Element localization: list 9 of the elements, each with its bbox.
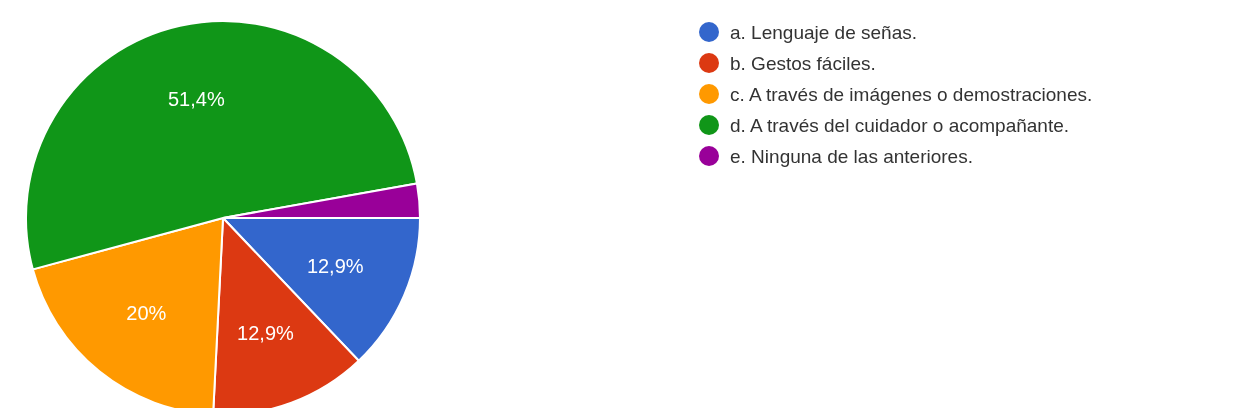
data-label: 12,9% [237,321,295,344]
legend-label: e. Ninguna de las anteriores. [730,145,973,169]
data-label: 51,4% [168,87,225,110]
legend-label: a. Lenguaje de señas. [730,21,917,45]
data-label: 12,9% [306,255,364,278]
data-label: 20% [126,302,167,325]
legend-label: c. A través de imágenes o demostraciones. [730,83,1093,107]
legend-label: d. A través del cuidador o acompañante. [730,114,1070,138]
legend-label: b. Gestos fáciles. [730,52,876,76]
